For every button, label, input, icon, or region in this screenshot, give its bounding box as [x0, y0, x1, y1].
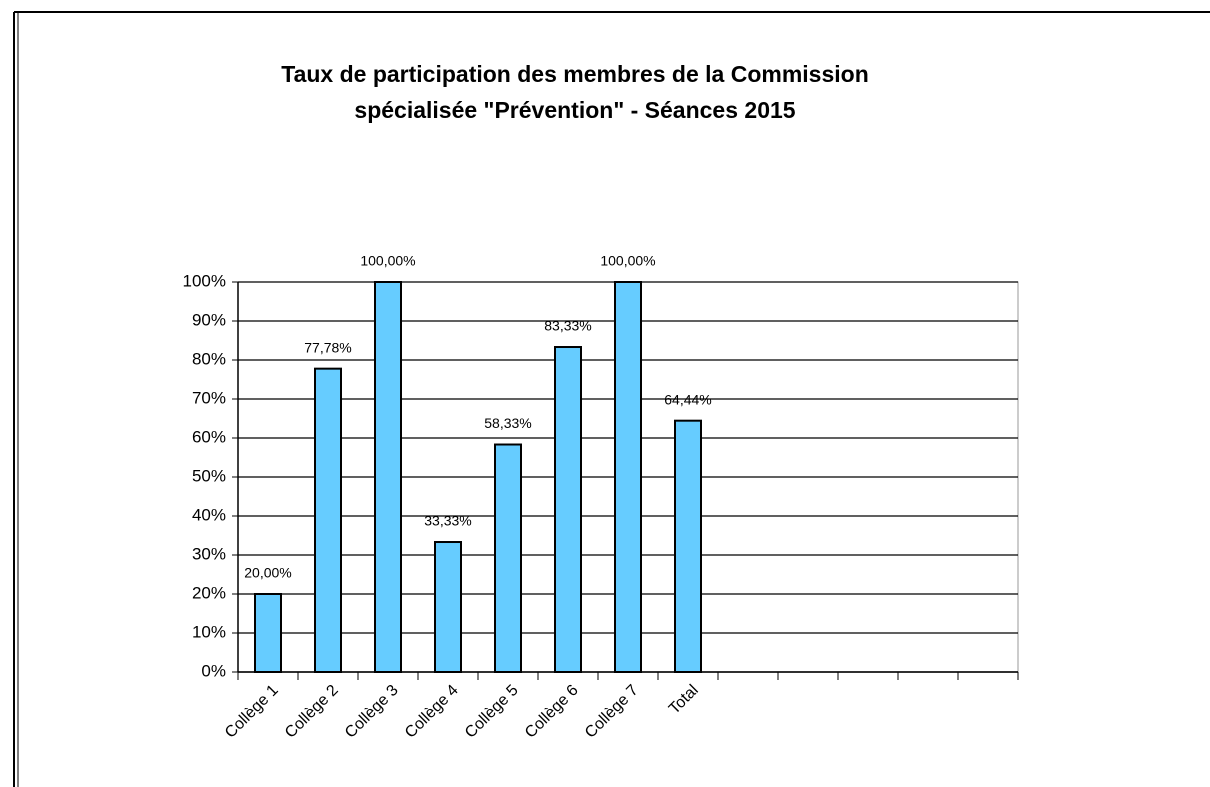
- x-tick-label: Collège 1: [222, 682, 282, 742]
- data-label: 64,44%: [664, 391, 711, 407]
- y-tick-label: 40%: [192, 505, 226, 524]
- data-label: 77,78%: [304, 339, 351, 355]
- data-label: 100,00%: [360, 253, 415, 269]
- bar: [374, 281, 402, 673]
- y-tick-label: 60%: [192, 427, 226, 446]
- chart-title: spécialisée "Prévention" - Séances 2015: [354, 97, 795, 123]
- y-tick-label: 80%: [192, 349, 226, 368]
- data-label: 20,00%: [244, 565, 291, 581]
- y-tick-label: 30%: [192, 544, 226, 563]
- bar: [254, 593, 282, 673]
- bar: [314, 367, 342, 673]
- y-tick-label: 20%: [192, 583, 226, 602]
- bar: [614, 281, 642, 673]
- x-tick-label: Collège 5: [462, 682, 522, 742]
- bar: [554, 346, 582, 673]
- y-tick-label: 10%: [192, 622, 226, 641]
- x-tick-label: Collège 6: [522, 682, 582, 742]
- data-label: 100,00%: [600, 253, 655, 269]
- y-tick-label: 70%: [192, 388, 226, 407]
- x-tick-label: Collège 4: [402, 682, 462, 742]
- y-tick-label: 0%: [201, 661, 226, 680]
- bar: [674, 419, 702, 673]
- data-label: 83,33%: [544, 318, 591, 334]
- chart-title: Taux de participation des membres de la …: [281, 61, 869, 87]
- bar: [434, 541, 462, 673]
- data-label: 33,33%: [424, 513, 471, 529]
- data-label: 58,33%: [484, 415, 531, 431]
- x-tick-label: Total: [666, 682, 702, 718]
- bar: [494, 443, 522, 673]
- y-tick-label: 90%: [192, 310, 226, 329]
- y-tick-label: 100%: [183, 271, 226, 290]
- x-tick-label: Collège 3: [342, 682, 402, 742]
- y-tick-label: 50%: [192, 466, 226, 485]
- x-tick-label: Collège 7: [582, 682, 642, 742]
- x-tick-label: Collège 2: [282, 682, 342, 742]
